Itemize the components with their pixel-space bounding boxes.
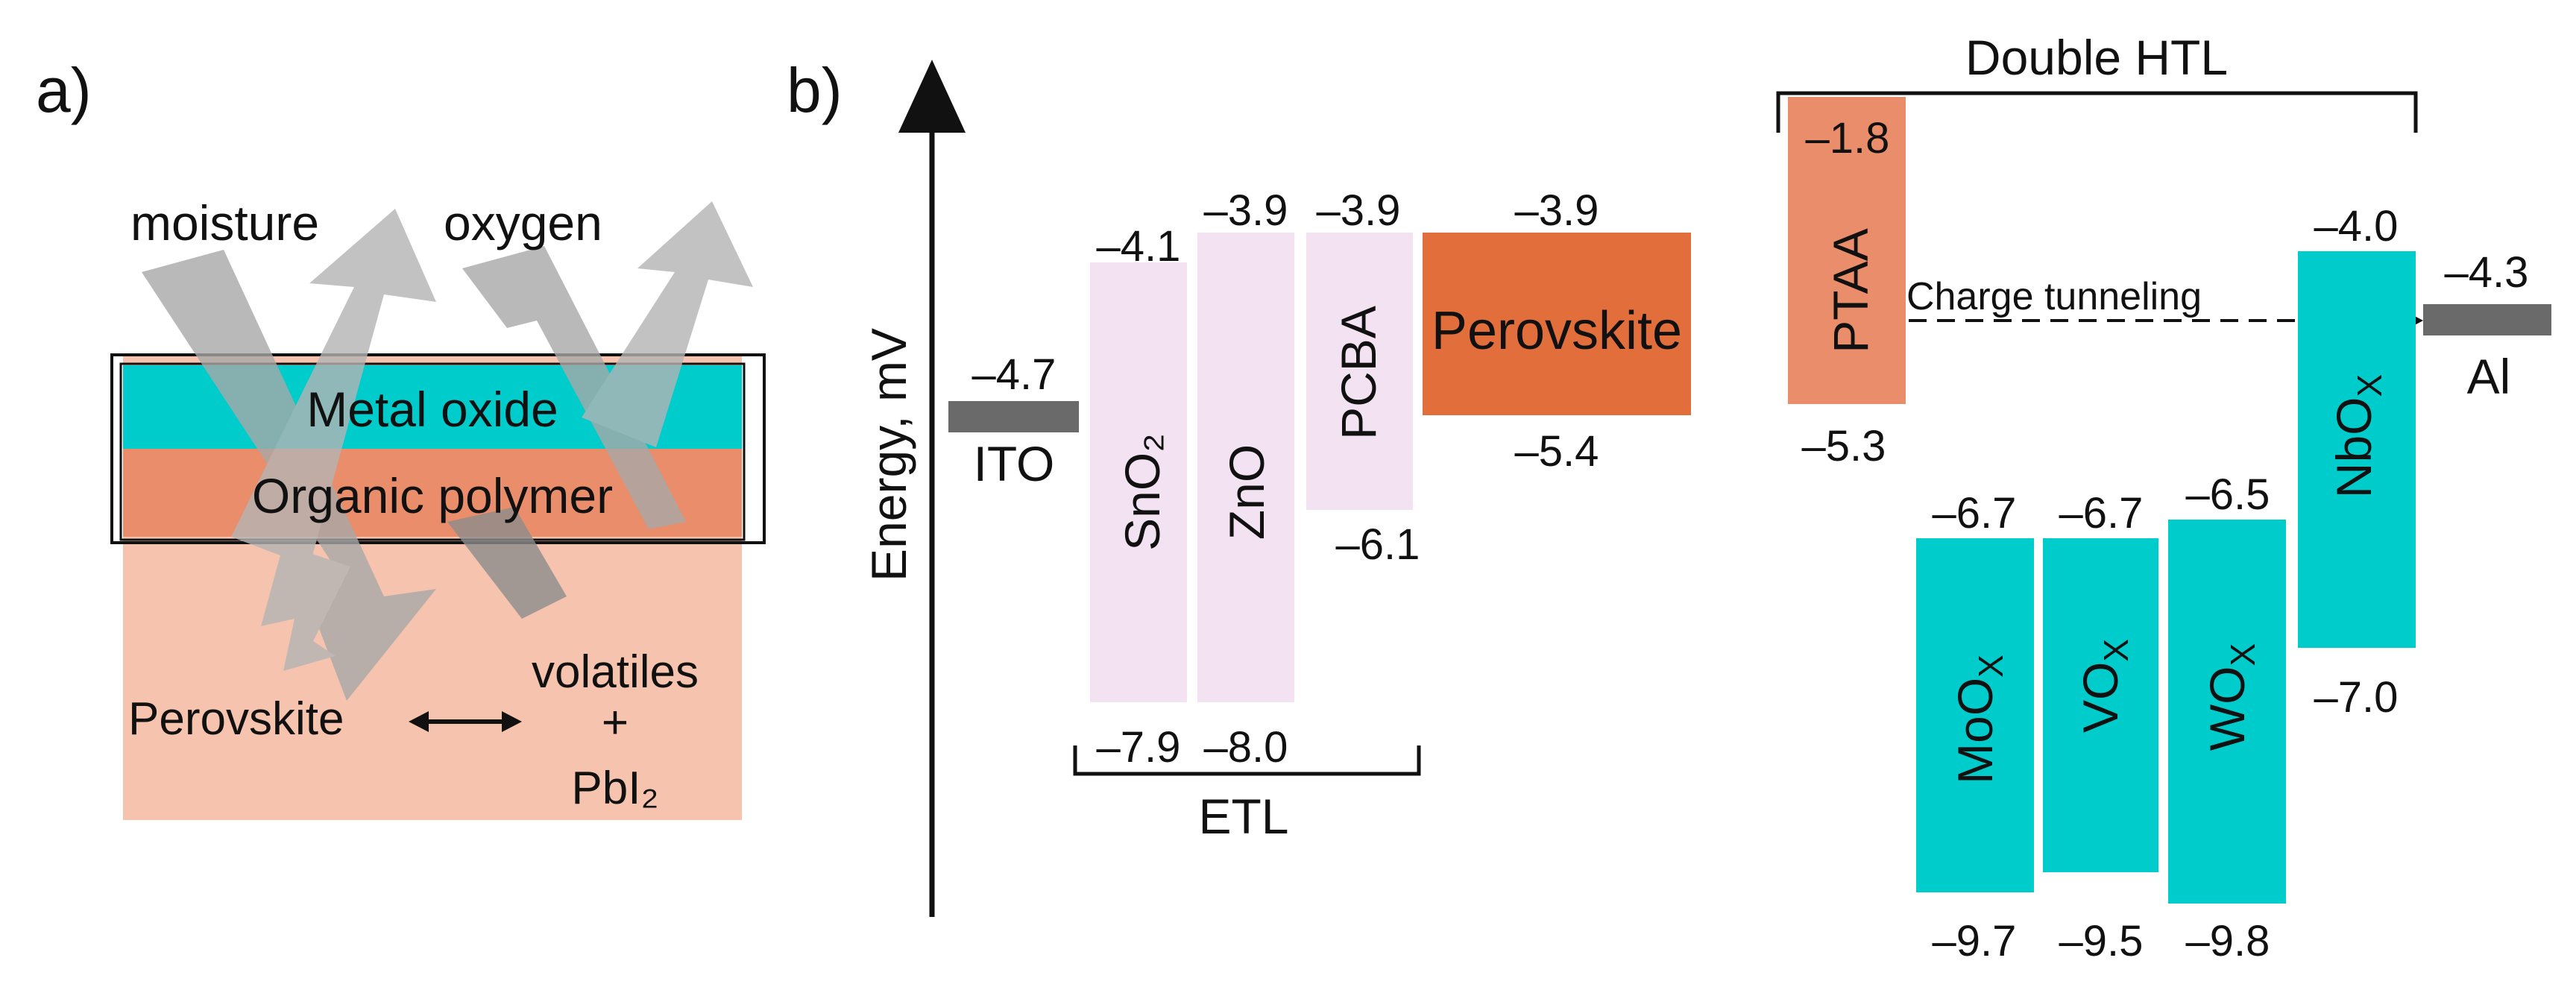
zno-label: ZnO: [1219, 444, 1274, 540]
moox-label: MoOX: [1947, 655, 2010, 784]
sno2-top-value: –4.1: [1097, 222, 1181, 271]
double-htl-label: Double HTL: [1965, 30, 2228, 85]
panel-a-label: a): [36, 55, 92, 125]
moox-subscript: X: [1971, 655, 2010, 678]
nbox-band: [2298, 251, 2416, 648]
oxygen-down-arrow: [447, 507, 567, 619]
oxygen-in-arrow: [462, 246, 686, 529]
nbox-name: NbO: [2326, 397, 2381, 498]
metal-oxide-label: Metal oxide: [306, 382, 558, 437]
wox-label: WOX: [2199, 643, 2262, 751]
wox-band: [2168, 520, 2286, 904]
al-label: Al: [2467, 349, 2511, 404]
ito-value: –4.7: [972, 350, 1056, 399]
plus-label: +: [602, 697, 629, 748]
moisture-down-arrow: [261, 544, 350, 671]
equilibrium-arrow-left-head: [409, 711, 429, 732]
wox-name: WO: [2199, 666, 2255, 751]
etl-bracket: [1073, 745, 1421, 776]
organic-polymer-label: Organic polymer: [252, 468, 613, 523]
panel-b-label: b): [787, 55, 843, 125]
vox-bottom-value: –9.5: [2059, 917, 2144, 965]
moisture-arrows: [142, 209, 436, 701]
etl-label: ETL: [1198, 789, 1288, 844]
vox-name: VO: [2073, 662, 2128, 733]
perovskite-top-value: –3.9: [1515, 186, 1599, 235]
nbox-label: NbOX: [2326, 374, 2389, 498]
pcba-band: [1306, 233, 1413, 510]
oxygen-out-arrow: [582, 201, 753, 447]
oxygen-arrows: [447, 201, 753, 619]
al-bar: [2423, 304, 2551, 335]
pbi2-label: PbI₂: [571, 763, 658, 814]
ptaa-top-value: –1.8: [1806, 114, 1890, 163]
pcba-label: PCBA: [1331, 306, 1386, 440]
moox-top-value: –6.7: [1933, 489, 2017, 537]
al-value: –4.3: [2445, 248, 2529, 297]
ito-label: ITO: [974, 436, 1055, 491]
nbox-top-value: –4.0: [2314, 202, 2399, 250]
layer-stack-outline: [110, 353, 766, 544]
panel-a: a) Metal oxide Organic polymer moisture …: [36, 55, 766, 820]
oxygen-label: oxygen: [444, 195, 602, 250]
charge-tunneling-label: Charge tunneling: [1906, 275, 2202, 318]
ito-bar: [948, 401, 1079, 432]
sno2-band: [1090, 262, 1187, 702]
volatiles-label: volatiles: [532, 646, 699, 698]
panel-b: b) Energy, mV –4.7 ITO –4.1 SnO₂ –3.9 Zn…: [787, 30, 2551, 965]
ptaa-label: PTAA: [1823, 228, 1878, 353]
nbox-bottom-value: –7.0: [2314, 673, 2399, 722]
wox-bottom-value: –9.8: [2186, 917, 2270, 965]
moisture-out-arrow: [231, 209, 436, 567]
vox-band: [2043, 538, 2158, 872]
perovskite-bottom-value: –5.4: [1515, 427, 1599, 476]
perovskite-label: Perovskite: [128, 693, 344, 745]
moox-name: MoO: [1947, 678, 2003, 784]
vox-subscript: X: [2097, 639, 2135, 662]
perovskite-band: [1423, 233, 1691, 415]
pcba-bottom-value: –6.1: [1336, 520, 1420, 569]
ptaa-band: [1788, 97, 1906, 404]
wox-top-value: –6.5: [2186, 470, 2270, 519]
wox-subscript: X: [2223, 643, 2262, 666]
nbox-subscript: X: [2350, 374, 2389, 397]
moox-band: [1916, 538, 2034, 892]
perovskite-band-label: Perovskite: [1432, 301, 1682, 361]
energy-axis-arrowhead: [898, 60, 966, 133]
zno-bottom-value: –8.0: [1204, 723, 1288, 772]
ptaa-bottom-value: –5.3: [1802, 422, 1886, 470]
zno-top-value: –3.9: [1204, 186, 1288, 235]
vox-top-value: –6.7: [2059, 489, 2144, 537]
pcba-top-value: –3.9: [1317, 186, 1401, 235]
sno2-bottom-value: –7.9: [1097, 723, 1181, 772]
equilibrium-arrow-right-head: [502, 711, 522, 732]
vox-label: VOX: [2073, 639, 2135, 733]
sno2-label: SnO₂: [1115, 433, 1170, 551]
moox-bottom-value: –9.7: [1933, 917, 2017, 965]
double-htl-bracket: [1776, 91, 2418, 133]
moisture-label: moisture: [130, 195, 319, 250]
zno-band: [1197, 233, 1294, 702]
layer-stack-inner-outline: [119, 362, 746, 541]
energy-axis-label: Energy, mV: [861, 328, 916, 581]
